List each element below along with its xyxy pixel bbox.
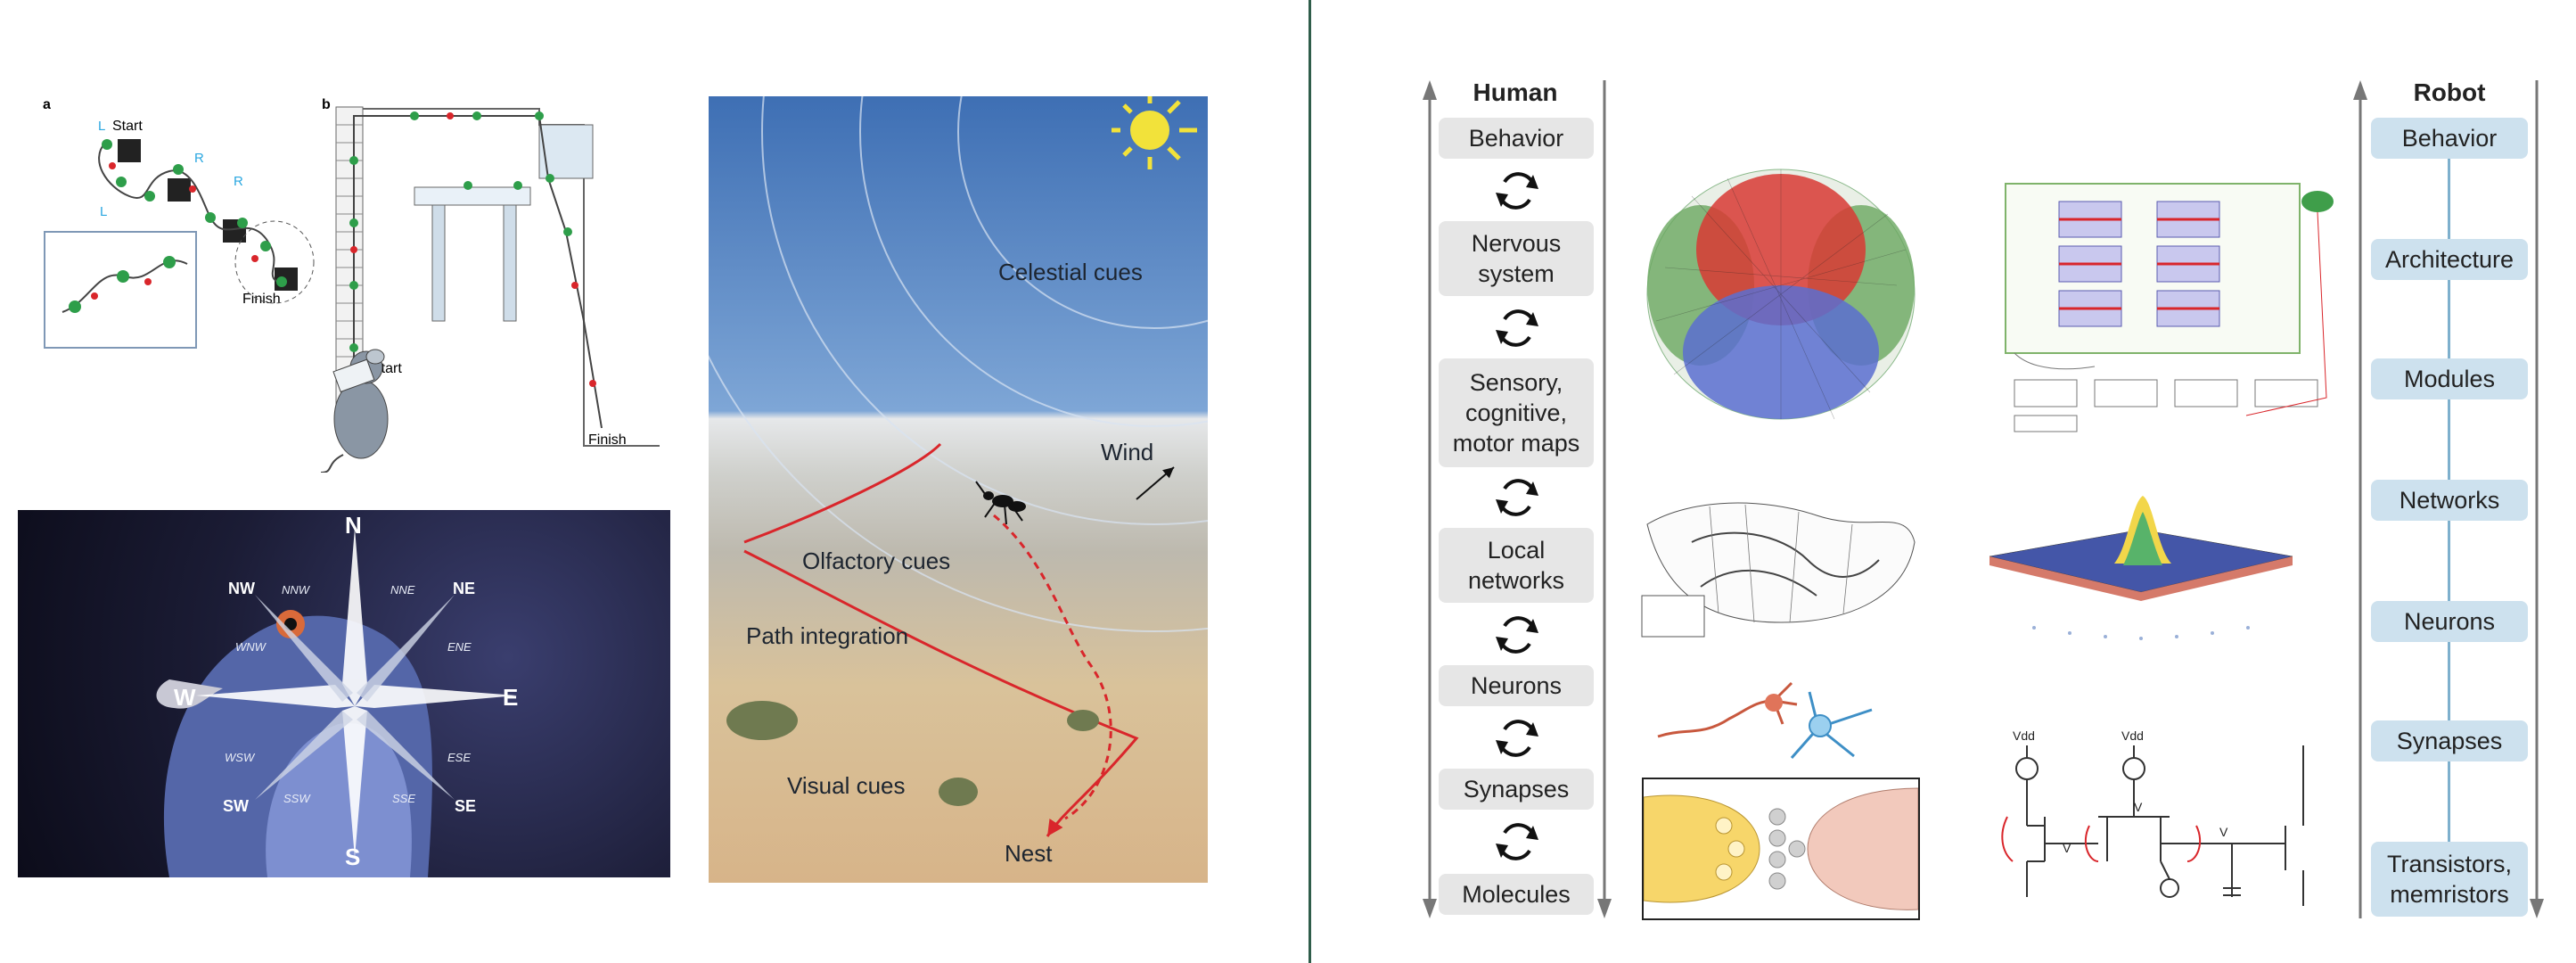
circuit-vdd-label-2: Vdd [2121, 728, 2144, 743]
robot-scale-arrow-right [2530, 80, 2544, 918]
compass-ssw: SSW [283, 792, 311, 805]
ant-icon [975, 481, 1026, 525]
compass-ene: ENE [447, 640, 472, 654]
synapse-illustration [1642, 778, 1920, 920]
human-level-molecules: Molecules [1439, 874, 1594, 915]
path-integration-label: Path integration [746, 622, 908, 649]
robot-level-synapses: Synapses [2371, 720, 2528, 761]
compass-w: W [174, 684, 196, 711]
maze-a-start-label: Start [112, 119, 143, 134]
olfactory-cues-label: Olfactory cues [802, 547, 950, 574]
hippocampus-sketch [1641, 502, 1916, 638]
human-column-title: Human [1473, 78, 1558, 106]
turn-label-l: L [98, 119, 105, 134]
maze-b-finish-label: Finish [588, 432, 627, 448]
compass-wnw: WNW [235, 640, 267, 654]
pigeon-compass-photo: N S E W NE NW SE SW NNE NNW ENE WNW ESE … [18, 510, 670, 877]
neural-field-surface [1989, 496, 2293, 640]
robot-level-neurons: Neurons [2371, 601, 2528, 642]
cycle-icon [1496, 720, 1538, 757]
compass-nnw: NNW [282, 583, 311, 597]
human-level-neurons: Neurons [1439, 665, 1594, 706]
wind-label: Wind [1101, 439, 1153, 465]
cycle-icon [1496, 172, 1538, 210]
desert-ant-photo: Celestial cues Wind Olfactory cues Path … [709, 96, 1208, 883]
turn-label-l: L [100, 204, 107, 219]
maze-b-graphic: b Start Finish [320, 97, 660, 473]
sun-icon [1112, 96, 1197, 169]
compass-ese: ESE [447, 751, 471, 764]
search-path-dashed [993, 514, 1112, 820]
desert-graphic: Celestial cues Wind Olfactory cues Path … [709, 96, 1208, 867]
cycle-icon [1496, 309, 1538, 347]
maze-panel-b: b Start Finish [316, 89, 660, 473]
visual-cues-label: Visual cues [787, 772, 906, 799]
human-scale-arrow [1423, 80, 1437, 918]
circuit-vg-label: V [2063, 841, 2071, 855]
human-scale-arrow-right [1597, 80, 1612, 918]
maze-panel-a: a Start Finish L R L R [36, 89, 339, 357]
robot-level-modules: Modules [2371, 358, 2528, 399]
human-level-behavior: Behavior [1439, 118, 1594, 159]
human-level-synapses: Synapses [1439, 769, 1594, 810]
compass-n: N [345, 512, 362, 539]
human-level-nervous-system: Nervous system [1439, 221, 1594, 296]
robot-scale-arrow [2353, 80, 2367, 918]
robot-level-behavior: Behavior [2371, 118, 2528, 159]
robot-level-transistors: Transistors, memristors [2371, 842, 2528, 917]
maze-a-graphic: a Start Finish L R L R [43, 97, 315, 349]
compass-s: S [345, 844, 360, 870]
cycle-icon [1496, 479, 1538, 516]
compass-se: SE [455, 797, 476, 815]
compass-wsw: WSW [225, 751, 256, 764]
panel-a-label: a [43, 97, 51, 112]
architecture-diagram [2005, 183, 2334, 432]
robot-connector-line [2448, 143, 2450, 901]
path-integration-path [743, 549, 1139, 837]
circuit-vc-label: V [2219, 825, 2228, 839]
circuit-vs-label: V [2134, 800, 2143, 814]
panel-b-label: b [322, 97, 331, 112]
robot-column-title: Robot [2413, 78, 2486, 106]
cycle-icon [1496, 823, 1538, 860]
compass-nw: NW [228, 580, 255, 597]
neurons-drawing [1657, 681, 1873, 759]
inset-box [44, 231, 197, 349]
robot-level-networks: Networks [2371, 480, 2528, 521]
obstacle-block [118, 139, 141, 162]
nest-label: Nest [1005, 840, 1053, 867]
compass-nne: NNE [390, 583, 415, 597]
compass-sse: SSE [392, 792, 415, 805]
compass-sw: SW [223, 797, 249, 815]
panel-divider [1309, 0, 1311, 963]
cycle-icon [1496, 616, 1538, 654]
maze-a-finish-label: Finish [242, 292, 281, 307]
celestial-cues-label: Celestial cues [998, 259, 1143, 285]
pigeon-compass-graphic: N S E W NE NW SE SW NNE NNW ENE WNW ESE … [156, 512, 518, 877]
compass-e: E [503, 684, 518, 711]
goal-dashed-zone [234, 220, 315, 304]
circuit-vdd-label: Vdd [2013, 728, 2035, 743]
wind-arrow [1136, 466, 1175, 500]
compass-ne: NE [453, 580, 475, 597]
brain-network-graphic [1646, 169, 1916, 420]
mouse-icon [320, 349, 389, 473]
turn-label-r: R [194, 151, 204, 166]
olfactory-path [743, 442, 942, 544]
turn-label-r: R [234, 174, 243, 189]
synapse-circuit: Vdd Vdd V V V [2001, 728, 2304, 906]
obstacle-block [168, 178, 191, 202]
robot-level-architecture: Architecture [2371, 239, 2528, 280]
human-level-local-networks: Local networks [1439, 528, 1594, 603]
human-level-maps: Sensory, cognitive, motor maps [1439, 358, 1594, 467]
